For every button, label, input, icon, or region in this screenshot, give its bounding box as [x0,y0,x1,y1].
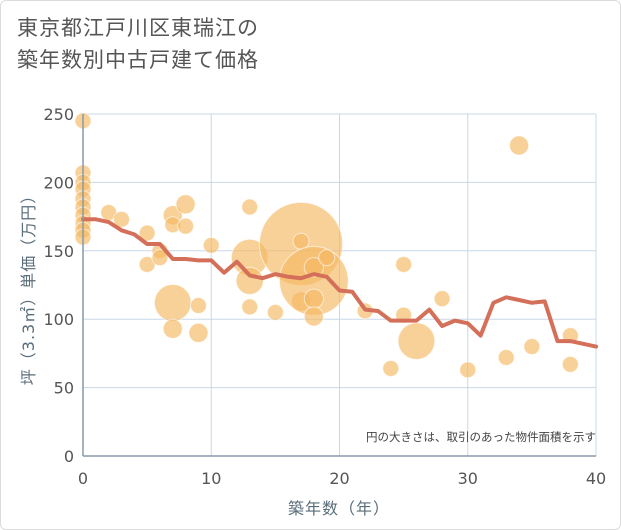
bubble-point [235,266,264,295]
x-tick-label: 10 [201,469,221,488]
bubble-point [138,224,156,242]
bubble-point [395,255,413,273]
average-line [81,217,598,349]
bubble-point [175,194,196,215]
x-tick-label: 30 [458,469,478,488]
y-tick-label: 250 [43,105,74,124]
bubble-point [241,198,259,216]
bubble-point [202,236,220,254]
chart-title-line-1: 東京都江戸川区東瑞江の [17,16,259,40]
x-axis-title: 築年数（年） [288,499,390,518]
y-tick-label: 150 [43,242,74,261]
chart-title: 東京都江戸川区東瑞江の 築年数別中古戸建て価格 [17,12,259,76]
x-tick-label: 20 [329,469,349,488]
bubble-point [153,283,192,322]
bubble-point [318,249,336,267]
bubble-point [433,290,451,308]
bubble-point [303,288,324,309]
bubble-point [303,306,324,327]
bubble-point [177,217,195,235]
bubble-point [508,135,530,156]
y-axis-title: 坪（3.3㎡）単価（万円） [19,187,38,385]
tick-labels: 0 50 100 150 200 250 0 10 20 30 40 [43,105,606,488]
bubble-point [162,318,183,339]
bubble-series [74,112,579,379]
bubble-point [303,257,324,278]
average-line-series [81,217,598,349]
y-tick-label: 50 [54,379,74,398]
y-tick-label: 200 [43,173,74,192]
y-tick-label: 100 [43,310,74,329]
bubble-size-note: 円の大きさは、取引のあった物件面積を示す [366,430,596,444]
bubble-point [382,359,400,377]
bubble-point [189,297,207,315]
bubble-point [459,361,477,379]
x-tick-label: 40 [586,469,606,488]
bubble-point [561,355,579,373]
bubble-point [397,322,436,360]
bubble-point [188,322,209,343]
bubble-point [266,303,284,321]
x-tick-label: 0 [78,469,88,488]
bubble-point [523,338,541,356]
bubble-point [112,210,130,228]
axes [82,114,596,457]
chart-title-line-2: 築年数別中古戸建て価格 [17,48,259,72]
bubble-point [241,298,259,316]
bubble-point [497,349,515,367]
bubble-point [151,249,169,267]
y-tick-label: 0 [64,447,74,466]
grid-lines [83,113,597,456]
